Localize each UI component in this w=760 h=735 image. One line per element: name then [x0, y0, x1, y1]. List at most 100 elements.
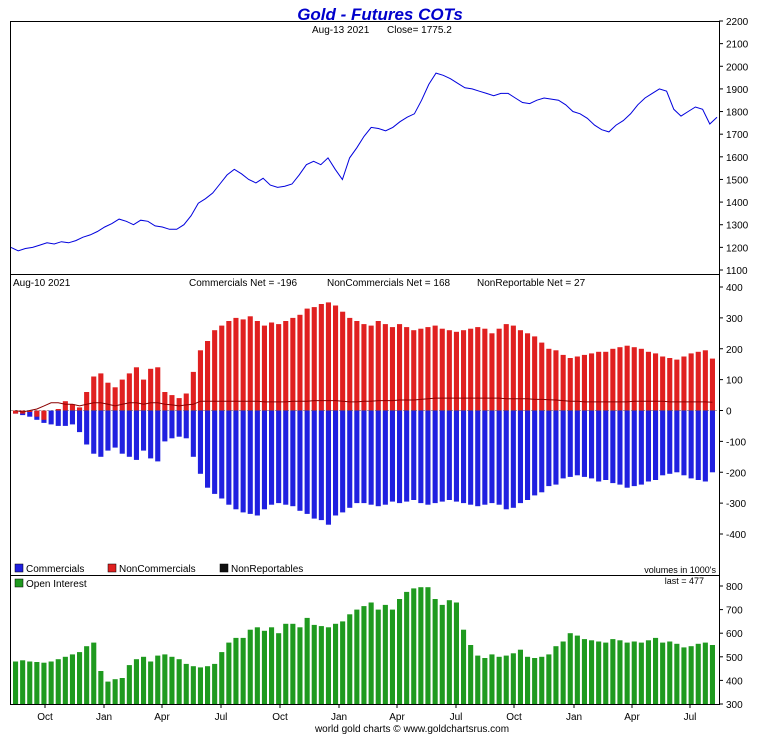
- noncommercials-bar: [254, 321, 260, 411]
- x-tick-label: Jan: [566, 712, 582, 723]
- commercials-bar: [653, 410, 659, 480]
- noncommercials-bar: [425, 327, 431, 411]
- noncommercials-bar: [688, 353, 694, 411]
- open-interest-bar: [13, 661, 19, 704]
- nonreportable-net: NonReportable Net = 27: [477, 278, 586, 289]
- open-interest-panel: [10, 575, 720, 705]
- commercials-bar: [141, 410, 147, 451]
- open-interest-bar: [397, 599, 403, 704]
- commercials-bar: [496, 410, 502, 505]
- noncommercials-bar: [517, 330, 523, 411]
- commercials-bar: [631, 410, 637, 487]
- open-interest-bar: [596, 641, 602, 704]
- open-interest-bar: [695, 643, 701, 704]
- noncommercials-bar: [581, 354, 587, 411]
- noncommercials-bar: [439, 328, 445, 411]
- noncommercials-bar: [674, 359, 680, 411]
- open-interest-bar: [532, 658, 538, 704]
- noncommercials-bar: [297, 314, 303, 411]
- noncommercials-bar: [653, 353, 659, 411]
- open-interest-bar: [631, 641, 637, 704]
- cot-tick-label: 100: [726, 376, 743, 387]
- open-interest-bar: [489, 654, 495, 704]
- noncommercials-bar: [233, 317, 239, 411]
- commercials-bar: [567, 410, 573, 477]
- commercials-bar: [560, 410, 566, 479]
- open-interest-bar: [361, 606, 367, 704]
- nonreportables-legend-swatch: [219, 563, 229, 573]
- open-interest-bar: [560, 641, 566, 704]
- noncommercials-bar: [226, 321, 232, 411]
- noncommercials-bar: [41, 410, 47, 420]
- x-tick-label: Jul: [684, 712, 697, 723]
- commercials-bar: [261, 410, 267, 510]
- noncommercials-bar: [461, 330, 467, 411]
- noncommercials-bar: [404, 327, 410, 411]
- chart-title: Gold - Futures COTs: [297, 5, 463, 24]
- open-interest-bar: [226, 642, 232, 704]
- open-interest-bar: [240, 637, 246, 704]
- open-interest-bar: [461, 629, 467, 704]
- open-interest-bar: [219, 652, 225, 704]
- open-interest-bar: [418, 587, 424, 704]
- open-interest-bar: [98, 671, 104, 704]
- noncommercials-bar: [638, 348, 644, 411]
- noncommercials-bar: [169, 395, 175, 411]
- commercials-bar: [155, 410, 161, 462]
- commercials-bar: [62, 410, 68, 426]
- open-interest-bar: [375, 609, 381, 704]
- commercials-bar: [468, 410, 474, 505]
- commercials-bar: [240, 410, 246, 513]
- commercials-bar: [254, 410, 260, 516]
- open-interest-legend-label: Open Interest: [26, 579, 87, 590]
- open-interest-bar: [297, 627, 303, 704]
- open-interest-bar: [162, 654, 168, 704]
- open-interest-bar: [517, 649, 523, 704]
- open-interest-bar: [269, 627, 275, 704]
- commercials-bar: [617, 410, 623, 485]
- noncommercials-bar: [126, 373, 132, 411]
- noncommercials-bar: [482, 328, 488, 411]
- noncommercials-bar: [510, 325, 516, 411]
- open-interest-bar: [55, 659, 61, 704]
- x-tick-label: Oct: [37, 712, 53, 723]
- commercials-bar: [709, 410, 715, 473]
- commercials-bar: [69, 410, 75, 425]
- noncommercials-bar: [631, 347, 637, 411]
- price-tick-label: 1800: [726, 108, 749, 119]
- noncommercials-bar: [589, 353, 595, 411]
- commercials-bar: [311, 410, 317, 519]
- commercials-bar: [525, 410, 531, 500]
- noncommercials-bar: [375, 321, 381, 411]
- open-interest-bar: [354, 609, 360, 704]
- open-interest-bar: [546, 654, 552, 704]
- open-interest-bar: [347, 614, 353, 704]
- oi-tick-label: 400: [726, 676, 743, 687]
- commercials-bar: [581, 410, 587, 477]
- commercials-bar: [205, 410, 211, 488]
- noncommercials-bar: [183, 393, 189, 411]
- open-interest-bar: [475, 655, 481, 704]
- noncommercials-net: NonCommercials Net = 168: [327, 278, 451, 289]
- noncommercials-bar: [496, 328, 502, 411]
- noncommercials-bar: [489, 333, 495, 411]
- noncommercials-bar: [553, 350, 559, 411]
- commercials-bar: [112, 410, 118, 448]
- oi-tick-label: 500: [726, 653, 743, 664]
- cot-date: Aug-10 2021: [13, 278, 71, 289]
- noncommercials-bar: [55, 409, 61, 411]
- open-interest-bar: [553, 646, 559, 704]
- open-interest-bar: [34, 662, 40, 704]
- commercials-bar: [197, 410, 203, 474]
- open-interest-bar: [304, 617, 310, 704]
- commercials-bar: [489, 410, 495, 504]
- commercials-legend-label: Commercials: [26, 564, 84, 575]
- commercials-bar: [183, 410, 189, 439]
- commercials-bar: [574, 410, 580, 476]
- noncommercials-bar: [503, 324, 509, 411]
- commercials-bar: [546, 410, 552, 487]
- commercials-bar: [688, 410, 694, 479]
- price-tick-label: 2200: [726, 17, 749, 28]
- commercials-bar: [418, 410, 424, 504]
